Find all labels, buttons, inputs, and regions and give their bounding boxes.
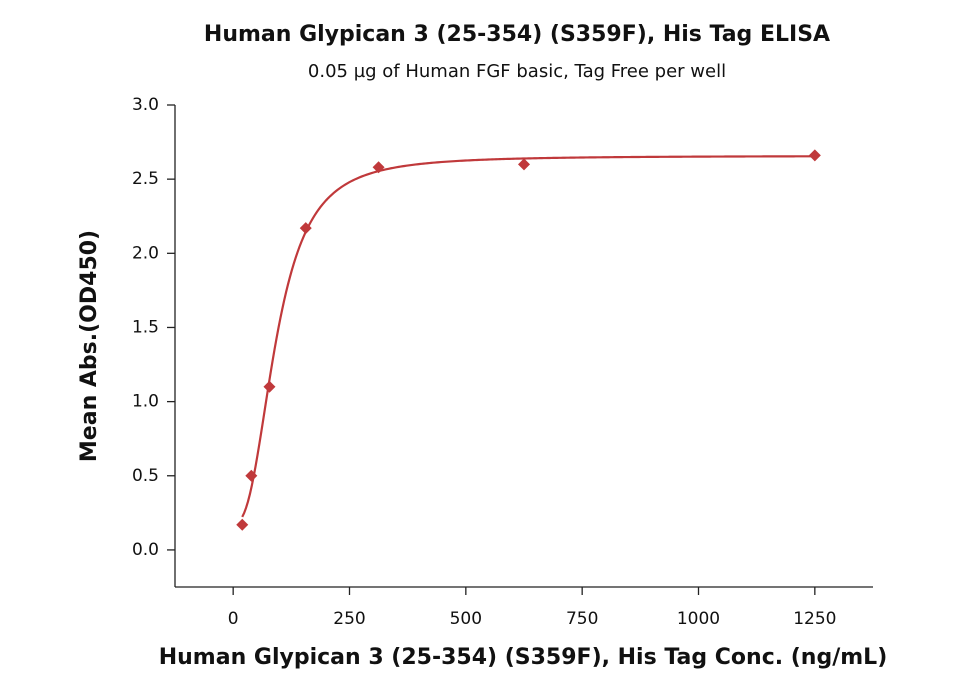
data-point	[372, 161, 385, 174]
y-tick-label: 2.5	[132, 169, 159, 189]
y-tick-label: 1.5	[132, 317, 159, 337]
data-point	[518, 158, 530, 171]
x-tick-label: 500	[450, 609, 482, 629]
data-point	[299, 222, 312, 235]
x-tick-label: 1250	[793, 609, 836, 629]
data-point	[236, 518, 249, 531]
x-tick-label: 250	[333, 609, 365, 629]
fit-curve	[241, 155, 815, 518]
data-point	[808, 149, 821, 162]
y-tick-label: 0.0	[132, 540, 159, 560]
y-tick-label: 2.0	[132, 243, 159, 263]
data-point	[245, 469, 258, 482]
x-tick-label: 1000	[677, 609, 720, 629]
y-axis-label: Mean Abs.(OD450)	[77, 230, 102, 462]
x-tick-label: 0	[228, 609, 239, 629]
y-tick-label: 0.5	[132, 466, 159, 486]
chart-subtitle: 0.05 µg of Human FGF basic, Tag Free per…	[308, 61, 726, 82]
y-tick-label: 3.0	[132, 95, 159, 115]
chart-title: Human Glypican 3 (25-354) (S359F), His T…	[204, 22, 830, 47]
x-axis-label: Human Glypican 3 (25-354) (S359F), His T…	[159, 645, 888, 670]
y-tick-label: 1.0	[132, 392, 159, 412]
data-point	[263, 380, 276, 393]
x-tick-label: 750	[566, 609, 598, 629]
